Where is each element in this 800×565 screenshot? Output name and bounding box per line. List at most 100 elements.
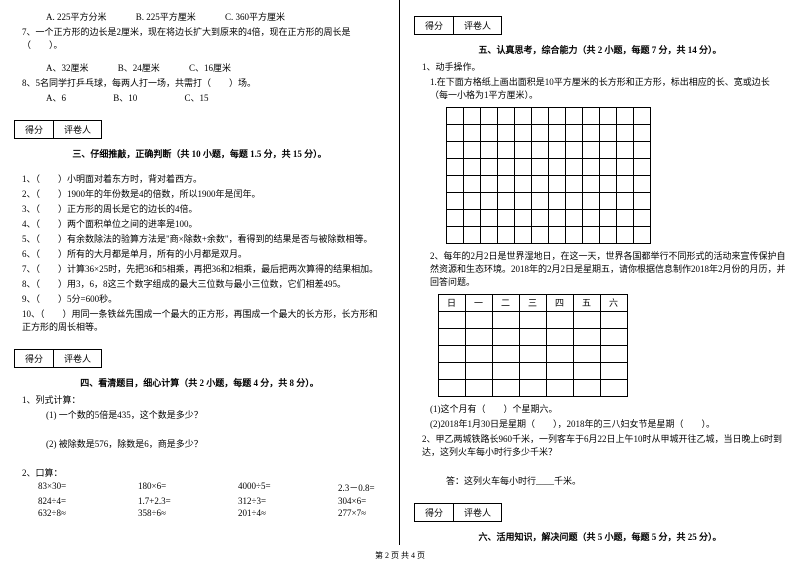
grid-cell <box>548 124 566 142</box>
score-box-5: 得分 评卷人 <box>414 16 786 35</box>
week-cell <box>519 379 547 397</box>
week-cell <box>492 328 520 346</box>
grid-cell <box>565 226 583 244</box>
s3q3: 3、（ ）正方形的周长是它的边长的4倍。 <box>14 202 385 215</box>
grid-cell <box>616 124 634 142</box>
s5q2ans: 答：这列火车每小时行____千米。 <box>414 474 786 487</box>
s5q2: 2、甲乙两城铁路长960千米，一列客车于6月22日上午10时从甲城开往乙城，当日… <box>414 432 786 458</box>
week-cell <box>438 328 466 346</box>
grid-cell <box>582 209 600 227</box>
s3q9: 9、（ ）5分=600秒。 <box>14 292 385 305</box>
q6-opt-a: A. 225平方分米 <box>46 12 107 22</box>
grid-cell <box>514 107 532 125</box>
score-label: 得分 <box>14 120 54 139</box>
calc-row: 83×30=180×6=4000÷5=2.3－0.8= <box>14 481 385 494</box>
grid-cell <box>531 158 549 176</box>
grid-cell <box>446 124 464 142</box>
grid-cell <box>480 226 498 244</box>
grid-cell <box>463 226 481 244</box>
grid-cell <box>480 192 498 210</box>
calc-row: 632÷8≈358÷6≈201÷4≈277×7≈ <box>14 508 385 518</box>
grid-cell <box>497 158 515 176</box>
s3q7: 7、（ ）计算36×25时，先把36和5相乘，再把36和2相乘，最后把两次算得的… <box>14 262 385 275</box>
grid-cell <box>480 209 498 227</box>
week-header-cell: 三 <box>519 294 547 312</box>
grid-cell <box>531 141 549 159</box>
grid-cell <box>480 124 498 142</box>
week-cell <box>465 345 493 363</box>
q7-options: A、32厘米 B、24厘米 C、16厘米 <box>14 61 385 74</box>
s4q1a: (1) 一个数的5倍是435，这个数是多少？ <box>14 408 385 421</box>
q7-opt-c: C、16厘米 <box>189 63 231 73</box>
calc-item: 201÷4≈ <box>238 508 308 518</box>
s3q5: 5、（ ）有余数除法的验算方法是"商×除数+余数"，看得到的结果是否与被除数相等… <box>14 232 385 245</box>
grid-cell <box>480 158 498 176</box>
calc-item: 180×6= <box>138 481 208 494</box>
s3q10: 10、（ ）用同一条铁丝先围成一个最大的正方形，再围成一个最大的长方形，长方形和… <box>14 307 385 333</box>
grid-cell <box>531 107 549 125</box>
grid-cell <box>565 141 583 159</box>
s4q1: 1、列式计算： <box>14 393 385 406</box>
grid-cell <box>616 226 634 244</box>
grid-cell <box>497 141 515 159</box>
week-header-cell: 四 <box>546 294 574 312</box>
q7-opt-b: B、24厘米 <box>118 63 160 73</box>
grid-cell <box>633 192 651 210</box>
week-cell <box>600 311 628 329</box>
grid-cell <box>463 158 481 176</box>
week-cell <box>600 362 628 380</box>
grid-cell <box>480 141 498 159</box>
q8-opt-c: C、15 <box>185 93 209 103</box>
s5q1c1: (1)这个月有（ ）个星期六。 <box>414 402 786 415</box>
grid-cell <box>480 107 498 125</box>
s5q1a: 1.在下面方格纸上画出面积是10平方厘米的长方形和正方形，标出相应的长、宽或边长… <box>414 75 786 101</box>
calc-item: 83×30= <box>38 481 108 494</box>
grid-cell <box>446 175 464 193</box>
week-cell <box>438 345 466 363</box>
calc-item: 632÷8≈ <box>38 508 108 518</box>
grid-cell <box>599 141 617 159</box>
grid-cell <box>514 226 532 244</box>
calc-item: 4000÷5= <box>238 481 308 494</box>
calc-item: 2.3－0.8= <box>338 481 408 494</box>
grid-cell <box>582 158 600 176</box>
q6-options: A. 225平方分米 B. 225平方厘米 C. 360平方厘米 <box>14 10 385 23</box>
week-cell <box>492 379 520 397</box>
grid-cell <box>548 175 566 193</box>
grid-cell <box>446 192 464 210</box>
s5q1c2: (2)2018年1月30日是星期（ ），2018年的三八妇女节是星期（ ）。 <box>414 417 786 430</box>
grid-cell <box>497 124 515 142</box>
week-cell <box>573 362 601 380</box>
calc-container: 83×30=180×6=4000÷5=2.3－0.8=824÷4=1.7+2.3… <box>14 481 385 518</box>
week-cell <box>519 328 547 346</box>
calc-row: 824÷4=1.7+2.3=312÷3=304×6= <box>14 496 385 506</box>
grid-cell <box>463 124 481 142</box>
grid-cell <box>565 209 583 227</box>
week-cell <box>519 345 547 363</box>
week-cell <box>438 379 466 397</box>
q6-opt-c: C. 360平方厘米 <box>225 12 285 22</box>
week-cell <box>465 311 493 329</box>
week-cell <box>573 328 601 346</box>
week-cell <box>465 362 493 380</box>
s3q6: 6、（ ）所有的大月都是单月，所有的小月都是双月。 <box>14 247 385 260</box>
s3q1: 1、（ ）小明面对着东方时，背对着西方。 <box>14 172 385 185</box>
grid-cell <box>599 209 617 227</box>
calc-item: 312÷3= <box>238 496 308 506</box>
grader-label: 评卷人 <box>454 503 502 522</box>
q7-opt-a: A、32厘米 <box>46 63 89 73</box>
grid-cell <box>480 175 498 193</box>
calc-item: 1.7+2.3= <box>138 496 208 506</box>
grid-cell <box>616 158 634 176</box>
q8-opt-b: B、10 <box>113 93 137 103</box>
section3-title: 三、仔细推敲，正确判断（共 10 小题，每题 1.5 分，共 15 分）。 <box>14 147 385 160</box>
grid-cell <box>599 192 617 210</box>
grid-cell <box>633 209 651 227</box>
grid-cell <box>633 141 651 159</box>
calc-item: 277×7≈ <box>338 508 408 518</box>
grid-cell <box>633 226 651 244</box>
grid-cell <box>582 192 600 210</box>
week-cell <box>546 328 574 346</box>
grid-cell <box>548 226 566 244</box>
grid-cell <box>446 141 464 159</box>
